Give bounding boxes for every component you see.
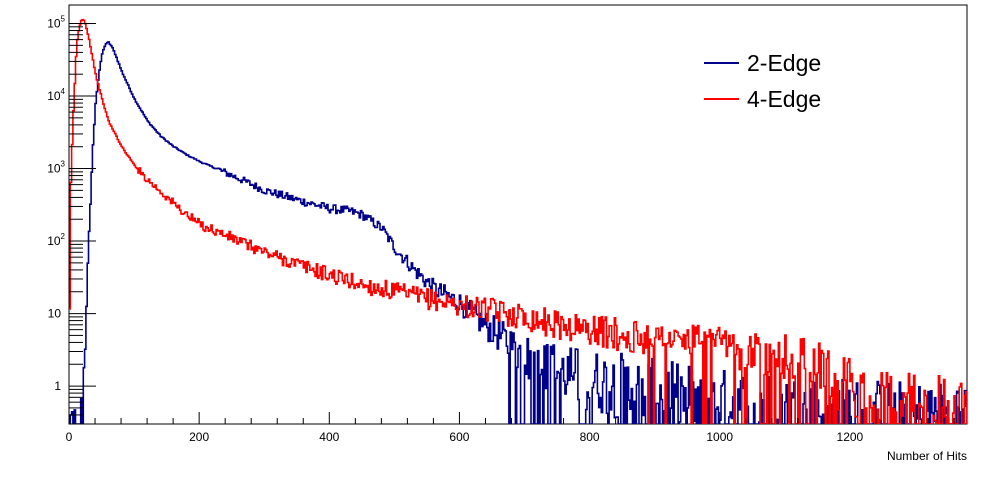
series-line-4-edge <box>69 18 967 424</box>
x-tick-label: 1000 <box>706 430 733 444</box>
y-tick-label: 102 <box>47 232 65 248</box>
x-tick-label: 600 <box>449 430 469 444</box>
x-tick-label: 0 <box>66 430 73 444</box>
legend: 2-Edge 4-Edge <box>704 50 821 112</box>
x-tick-label: 200 <box>189 430 209 444</box>
y-tick-label: 103 <box>47 160 65 176</box>
y-tick-label: 104 <box>47 87 65 103</box>
x-tick-label: 1200 <box>837 430 864 444</box>
y-tick-label: 10 <box>48 307 62 321</box>
axis-layer: 0 200 400 600 800 1000 1200 1 10 102 103 104 105 <box>47 15 955 444</box>
x-tick-label: 400 <box>319 430 339 444</box>
legend-label: 2-Edge <box>747 50 821 76</box>
x-axis-label: Number of Hits <box>887 449 967 463</box>
series-layer <box>69 18 967 424</box>
y-tick-label: 105 <box>47 15 65 31</box>
x-tick-label: 800 <box>580 430 600 444</box>
y-tick-label: 1 <box>54 379 61 393</box>
series-line-2-edge <box>69 41 967 424</box>
legend-label: 4-Edge <box>747 86 821 112</box>
